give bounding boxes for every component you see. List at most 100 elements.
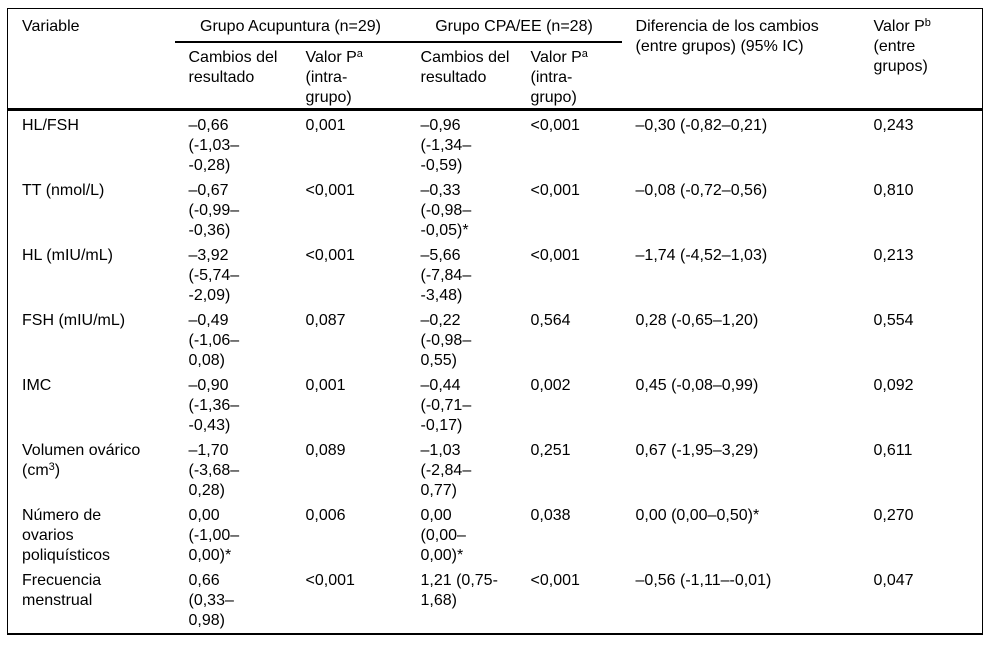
table-row: IMC –0,90 (-1,36– -0,43) 0,001 –0,44 (-0,71… <box>8 371 983 436</box>
col-header-variable: Variable <box>7 8 175 111</box>
cell-cpaee-cambios-value: –5,66 (-7,84– -3,48) <box>420 247 472 304</box>
cell-diferencia-cambios: –1,74 (-4,52–1,03) <box>622 241 860 306</box>
cell-cpaee-cambios-value: –0,33 (-0,98– -0,05)* <box>420 182 472 239</box>
table-row: Número de ovarios poliquísticos 0,00 (-1,… <box>8 501 983 566</box>
cell-acupuntura-cambios-value: –1,70 (-3,68– 0,28) <box>188 442 240 499</box>
cell-diferencia-cambios-value: –1,74 (-4,52–1,03) <box>635 247 768 264</box>
cell-acupuntura-cambios-value: –0,90 (-1,36– -0,43) <box>188 377 240 434</box>
cell-cpaee-valor-p: <0,001 <box>517 566 622 634</box>
col-header-valor-p-entre: Valor Pb (entre grupos) <box>859 8 983 111</box>
cell-acupuntura-valor-p-value: 0,001 <box>305 377 346 394</box>
cell-acupuntura-cambios-value: 0,00 (-1,00– 0,00)* <box>188 507 240 564</box>
cell-valor-p-entre: 0,554 <box>860 306 983 371</box>
cell-cpaee-cambios: 1,21 (0,75- 1,68) <box>407 566 517 634</box>
cell-cpaee-cambios-value: 0,00 (0,00– 0,00)* <box>420 507 466 564</box>
cell-cpaee-valor-p-value: <0,001 <box>530 572 580 589</box>
cell-acupuntura-valor-p-value: <0,001 <box>305 572 355 589</box>
variable-label-post: ) <box>54 462 61 479</box>
cambios-header-label: Cambios del resultado <box>188 49 278 86</box>
variable-label: IMC <box>22 377 52 394</box>
cell-acupuntura-valor-p: <0,001 <box>292 566 407 634</box>
valor-p-intra-sublabel: (intra- grupo) <box>305 69 352 106</box>
cell-acupuntura-valor-p-value: 0,001 <box>305 117 346 134</box>
cell-acupuntura-valor-p-value: 0,087 <box>305 312 346 329</box>
cell-acupuntura-cambios: –0,49 (-1,06– 0,08) <box>175 306 292 371</box>
valor-p-intra-sublabel: (intra- grupo) <box>530 69 577 106</box>
col-header-valor-p-intra-cpaee: Valor Pa (intra- grupo) <box>516 42 622 111</box>
cell-valor-p-entre-value: 0,611 <box>873 442 913 459</box>
cell-diferencia-cambios: 0,67 (-1,95–3,29) <box>622 436 860 501</box>
variable-label: HL/FSH <box>22 117 79 134</box>
variable-label: Frecuencia menstrual <box>22 572 102 609</box>
cell-acupuntura-valor-p-value: <0,001 <box>305 247 355 264</box>
variable-cell: TT (nmol/L) <box>8 176 175 241</box>
cell-valor-p-entre-value: 0,270 <box>873 507 914 524</box>
cell-acupuntura-valor-p: 0,001 <box>292 371 407 436</box>
variable-cell: IMC <box>8 371 175 436</box>
cell-acupuntura-valor-p: 0,089 <box>292 436 407 501</box>
cell-valor-p-entre-value: 0,047 <box>873 572 914 589</box>
cell-diferencia-cambios-value: –0,30 (-0,82–0,21) <box>635 117 768 134</box>
cell-cpaee-cambios-value: –0,22 (-0,98– 0,55) <box>420 312 472 369</box>
cell-valor-p-entre: 0,243 <box>860 110 983 177</box>
cell-diferencia-cambios-value: 0,28 (-0,65–1,20) <box>635 312 759 329</box>
cell-cpaee-cambios: –1,03 (-2,84– 0,77) <box>407 436 517 501</box>
cell-acupuntura-valor-p-value: 0,006 <box>305 507 346 524</box>
cell-diferencia-cambios: 0,00 (0,00–0,50)* <box>622 501 860 566</box>
cell-cpaee-cambios: –0,33 (-0,98– -0,05)* <box>407 176 517 241</box>
cell-cpaee-valor-p: <0,001 <box>517 110 622 177</box>
table-row: HL/FSH –0,66 (-1,03– -0,28) 0,001 –0,96 (-1… <box>8 110 983 177</box>
superscript-b: b <box>924 17 931 30</box>
cell-acupuntura-cambios-value: –3,92 (-5,74– -2,09) <box>188 247 240 304</box>
cell-cpaee-valor-p-value: <0,001 <box>530 247 580 264</box>
cell-diferencia-cambios-value: –0,56 (-1,11–-0,01) <box>635 572 772 589</box>
col-header-group-acupuntura: Grupo Acupuntura (n=29) <box>174 8 407 43</box>
cell-acupuntura-cambios: –0,66 (-1,03– -0,28) <box>175 110 292 177</box>
cell-cpaee-valor-p: <0,001 <box>517 241 622 306</box>
cell-acupuntura-valor-p: 0,006 <box>292 501 407 566</box>
variable-superscript: 3 <box>48 461 55 474</box>
header-row-groups: Variable Grupo Acupuntura (n=29) Grupo C… <box>7 8 983 111</box>
cell-acupuntura-cambios-value: –0,49 (-1,06– 0,08) <box>188 312 240 369</box>
cell-diferencia-cambios: –0,56 (-1,11–-0,01) <box>622 566 860 634</box>
cell-diferencia-cambios-value: 0,45 (-0,08–0,99) <box>635 377 759 394</box>
superscript-a: a <box>581 48 588 61</box>
cell-cpaee-valor-p-value: <0,001 <box>530 182 580 199</box>
col-header-cambios-cpaee: Cambios del resultado <box>406 42 517 111</box>
variable-cell: Número de ovarios poliquísticos <box>8 501 175 566</box>
superscript-a: a <box>356 48 363 61</box>
cell-cpaee-valor-p-value: 0,038 <box>530 507 571 524</box>
cell-acupuntura-cambios: –0,67 (-0,99– -0,36) <box>175 176 292 241</box>
cell-valor-p-entre: 0,611 <box>860 436 983 501</box>
variable-cell: Frecuencia menstrual <box>8 566 175 634</box>
variable-header-label: Variable <box>22 18 80 35</box>
cell-cpaee-valor-p: 0,002 <box>517 371 622 436</box>
cell-cpaee-valor-p-value: 0,564 <box>530 312 571 329</box>
col-header-group-cpaee: Grupo CPA/EE (n=28) <box>406 8 622 43</box>
variable-label: FSH (mIU/mL) <box>22 312 126 329</box>
cell-acupuntura-cambios-value: –0,67 (-0,99– -0,36) <box>188 182 240 239</box>
cell-acupuntura-cambios-value: 0,66 (0,33– 0,98) <box>188 572 234 629</box>
diferencia-header-label: Diferencia de los cambios (entre grupos)… <box>635 18 819 55</box>
cell-cpaee-cambios-value: –0,96 (-1,34– -0,59) <box>420 117 472 174</box>
cell-acupuntura-valor-p: 0,001 <box>292 110 407 177</box>
valor-p-entre-label: Valor P <box>873 18 925 35</box>
cell-cpaee-valor-p-value: 0,251 <box>530 442 571 459</box>
variable-label: Número de ovarios poliquísticos <box>22 507 111 564</box>
cell-diferencia-cambios: 0,28 (-0,65–1,20) <box>622 306 860 371</box>
cell-diferencia-cambios: –0,30 (-0,82–0,21) <box>622 110 860 177</box>
cell-valor-p-entre: 0,213 <box>860 241 983 306</box>
variable-label: TT (nmol/L) <box>22 182 105 199</box>
cell-valor-p-entre-value: 0,810 <box>873 182 914 199</box>
cell-valor-p-entre: 0,092 <box>860 371 983 436</box>
cell-cpaee-valor-p: 0,564 <box>517 306 622 371</box>
cell-diferencia-cambios-value: 0,67 (-1,95–3,29) <box>635 442 759 459</box>
cell-acupuntura-cambios: 0,66 (0,33– 0,98) <box>175 566 292 634</box>
cell-cpaee-cambios-value: 1,21 (0,75- 1,68) <box>420 572 498 609</box>
col-header-valor-p-intra-acupuntura: Valor Pa (intra- grupo) <box>291 42 407 111</box>
cell-valor-p-entre-value: 0,213 <box>873 247 914 264</box>
cell-cpaee-valor-p-value: 0,002 <box>530 377 571 394</box>
table-row: Frecuencia menstrual 0,66 (0,33– 0,98) <0,… <box>8 566 983 634</box>
variable-label: Volumen ovárico (cm <box>22 442 141 479</box>
